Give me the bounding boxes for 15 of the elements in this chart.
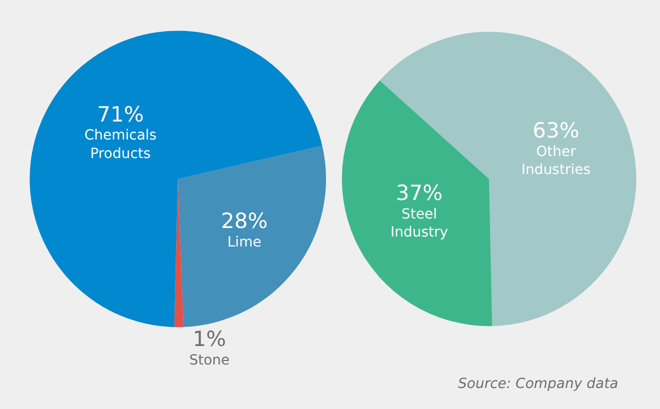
data-label: 28%: [221, 209, 268, 234]
slice-label: Other Industries: [521, 144, 591, 178]
pie-slice: [30, 31, 322, 328]
data-label: 71%: [97, 102, 144, 126]
data-label: 37%: [396, 181, 443, 206]
source-note: Source: Company data: [458, 376, 618, 392]
pie-slice: [178, 146, 326, 327]
pie-slice: [380, 32, 636, 326]
pie-slice: [342, 80, 492, 326]
data-label: 63%: [532, 118, 580, 143]
slice-label: Steel Industry: [390, 206, 448, 241]
slice-label: Chemicals Products: [84, 128, 157, 162]
data-label: 1%: [192, 327, 226, 352]
slice-label: Stone: [189, 352, 230, 368]
slice-label: Lime: [227, 234, 262, 250]
